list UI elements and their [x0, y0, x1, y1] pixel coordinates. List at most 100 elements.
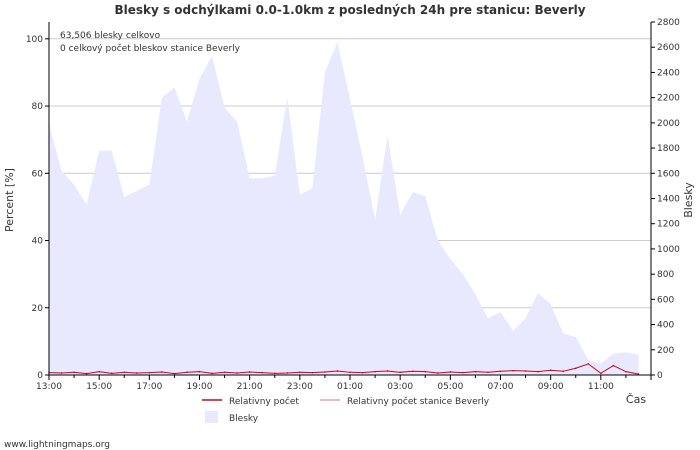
- relative-count-point: [449, 371, 452, 373]
- relative-count-point: [574, 367, 577, 370]
- x-tick-label: 15:00: [86, 382, 112, 392]
- relative-count-point: [549, 369, 552, 372]
- relative-count-point: [73, 371, 75, 374]
- right-tick-label: 2000: [657, 119, 680, 129]
- x-tick-label: 21:00: [237, 382, 263, 392]
- left-tick-label: 20: [32, 304, 44, 314]
- left-tick-label: 0: [37, 371, 43, 381]
- relative-count-point: [562, 370, 565, 373]
- relative-count-point: [361, 371, 364, 374]
- relative-count-point: [161, 371, 163, 373]
- x-tick-label: 09:00: [538, 382, 564, 392]
- relative-count-point: [248, 371, 251, 373]
- x-tick-label: 11:00: [588, 382, 614, 392]
- relative-count-point: [198, 370, 201, 373]
- relative-count-point: [98, 370, 100, 373]
- x-tick-label: 17:00: [136, 382, 162, 392]
- x-tick-label: 01:00: [337, 382, 363, 392]
- x-tick-label: 19:00: [187, 382, 213, 392]
- relative-count-point: [374, 370, 376, 373]
- left-axis-ticks: 0 20 40 60 80 100: [26, 35, 49, 381]
- right-tick-label: 2400: [657, 68, 680, 78]
- x-tick-label: 05:00: [437, 382, 463, 392]
- relative-count-point: [223, 371, 226, 374]
- relative-count-point: [110, 372, 113, 375]
- relative-count-point: [399, 371, 401, 374]
- x-tick-label: 13:00: [36, 382, 62, 392]
- left-tick-label: 40: [32, 237, 44, 247]
- x-tick-label: 07:00: [488, 382, 514, 392]
- right-tick-label: 1600: [657, 169, 680, 179]
- relative-count-point: [236, 372, 238, 374]
- right-tick-label: 2200: [657, 94, 680, 104]
- right-tick-label: 1000: [657, 245, 680, 255]
- relative-count-point: [386, 370, 389, 372]
- relative-count-point: [286, 372, 289, 374]
- relative-count-point: [273, 372, 276, 375]
- x-tick-label: 23:00: [287, 382, 313, 392]
- relative-count-point: [600, 372, 602, 375]
- relative-count-point: [637, 373, 640, 375]
- relative-count-point: [612, 364, 615, 367]
- relative-count-point: [261, 371, 264, 374]
- chart-title: Blesky s odchýlkami 0.0-1.0km z posledný…: [114, 3, 585, 17]
- right-tick-label: 400: [657, 321, 674, 331]
- left-tick-label: 80: [32, 102, 44, 112]
- relative-count-point: [85, 372, 88, 375]
- relative-count-point: [148, 371, 151, 374]
- relative-count-point: [173, 372, 176, 375]
- relative-count-point: [512, 369, 514, 372]
- relative-count-point: [499, 370, 502, 373]
- right-tick-label: 1400: [657, 195, 680, 205]
- footer-credit: www.lightningmaps.org: [4, 440, 110, 450]
- relative-count-point: [123, 371, 126, 374]
- right-tick-label: 800: [657, 270, 674, 280]
- annotation-station: 0 celkový počet bleskov stanice Beverly: [60, 43, 241, 54]
- relative-count-point: [324, 371, 326, 373]
- x-axis-label: Čas: [626, 393, 646, 406]
- relative-count-point: [587, 363, 590, 365]
- relative-count-point: [524, 370, 527, 372]
- right-axis-label: Blesky: [682, 182, 695, 218]
- relative-count-point: [487, 371, 489, 374]
- relative-count-point: [625, 370, 627, 373]
- relative-count-point: [135, 372, 138, 374]
- strikes-area-layer: [49, 42, 639, 376]
- left-tick-label: 100: [26, 35, 43, 45]
- left-tick-label: 60: [32, 169, 44, 179]
- right-axis-ticks: 0 200 400 600 800 1000 1200 1400 1600 1800 2000 220…: [651, 18, 680, 381]
- relative-count-point: [411, 370, 414, 373]
- legend-strikes-label: Blesky: [229, 414, 259, 424]
- annotation-total: 63,506 blesky celkovo: [60, 31, 161, 41]
- relative-count-point: [537, 370, 539, 373]
- right-tick-label: 0: [657, 371, 663, 381]
- right-tick-label: 600: [657, 295, 674, 305]
- legend: Relativny počet Relativny počet stanice …: [202, 396, 490, 424]
- right-tick-label: 2600: [657, 43, 680, 53]
- relative-count-point: [60, 372, 63, 374]
- legend-strikes-swatch: [205, 411, 218, 423]
- relative-count-point: [424, 370, 427, 373]
- relative-count-point: [462, 371, 464, 374]
- legend-station-label: Relativny počet stanice Beverly: [347, 396, 490, 407]
- x-tick-label: 03:00: [387, 382, 413, 392]
- relative-count-point: [474, 370, 477, 373]
- relative-count-point: [211, 372, 213, 375]
- relative-count-point: [311, 371, 314, 374]
- relative-count-point: [336, 370, 339, 372]
- right-tick-label: 1200: [657, 220, 680, 230]
- right-tick-label: 1800: [657, 144, 680, 154]
- relative-lines-layer: [48, 363, 640, 375]
- relative-count-point: [299, 371, 301, 374]
- relative-count-line: [48, 363, 639, 375]
- strikes-area: [49, 42, 639, 376]
- relative-count-point: [349, 371, 351, 374]
- right-tick-label: 2800: [657, 18, 680, 28]
- left-axis-label: Percent [%]: [3, 168, 16, 232]
- relative-count-point: [436, 372, 439, 374]
- right-tick-label: 200: [657, 346, 674, 356]
- x-axis-ticks: 13:00 15:00 17:00 19:00 21:00 23:00 01:00 03:00…: [36, 375, 652, 392]
- legend-relative-label: Relativny počet: [229, 396, 299, 407]
- relative-count-point: [186, 371, 188, 374]
